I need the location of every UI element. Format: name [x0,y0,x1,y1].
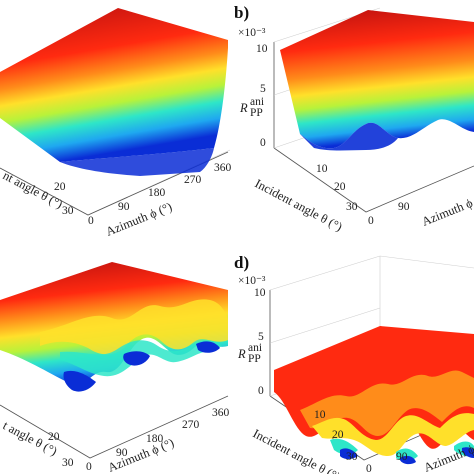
panel-d-letter: d) [234,253,249,272]
panel-a-ytick-2: 90 [118,201,130,213]
panel-d-ytick-2: 90 [396,451,408,463]
panel-b-surface-front [300,122,398,151]
panel-b-zlabel: R [239,101,248,115]
panel-d-zunit: ×10⁻³ [238,275,266,287]
panel-a-surface-front [60,148,214,176]
panel-b-xtick-3: 30 [346,201,358,213]
panel-b-ylabel: Azimuth ϕ [420,196,474,229]
panel-b: b) ×10⁻³ 10 5 0 R ani PP 10 20 30 0 90 I… [234,3,474,234]
panel-b-zlabel-sub: PP [250,107,263,119]
panel-b-xtick-1: 10 [316,163,328,175]
panel-c-xtick-1: 20 [48,431,60,443]
panel-b-ytick-1: 0 [368,215,374,227]
panel-b-ytick-2: 90 [398,201,410,213]
panel-d-wave-yellow [312,413,474,456]
panel-b-ztick-3: 0 [260,137,266,149]
panel-d-wave-green [330,438,474,461]
panel-b-floor-edge [273,147,474,213]
panel-a-ytick-5: 360 [214,162,232,174]
panel-a-ylabel: Azimuth ϕ (°) [104,200,174,239]
panel-c-xtick-2: 30 [62,457,74,469]
panel-a-surface [0,8,228,162]
panel-b-letter: b) [234,3,249,22]
panel-d-xtick-3: 30 [346,451,358,463]
panel-c-wave-blue-3 [196,341,220,353]
panel-d-zlabel-sup: ani [248,342,262,354]
panel-c-ytick-2: 90 [116,447,128,459]
panel-d-ytick-1: 0 [366,463,372,474]
panel-d: d) ×10⁻³ 10 5 0 R ani PP 10 20 30 0 90 I… [234,253,474,474]
panel-a-ytick-4: 270 [184,174,202,186]
panel-b-zunit: ×10⁻³ [238,27,266,39]
panel-d-zlabel: R [237,347,246,361]
panel-c-ytick-3: 180 [146,433,164,445]
panel-a-xtick-2: 30 [62,205,74,217]
panel-d-xtick-1: 10 [314,409,326,421]
panel-c-wave-yellow [40,299,228,355]
panel-a-xtick-1: 20 [54,181,66,193]
panel-d-zlabel-sub: PP [248,353,261,365]
panel-a-ytick-3: 180 [148,187,166,199]
panel-d-wave-blue [340,447,474,465]
panel-d-wave-orange [300,370,474,436]
panel-d-ztick-1: 10 [254,287,266,299]
panel-d-xtick-2: 20 [332,429,344,441]
panel-c-wave-green [60,340,222,377]
panel-c-wave-blue-2 [123,351,150,366]
panel-c: 20 30 0 90 180 270 360 t angle θ (°) Azi… [0,262,230,474]
panel-c-floor-edge [0,395,229,459]
panel-d-ztick-2: 5 [258,331,264,343]
panel-b-zlabel-sup: ani [250,96,264,108]
panel-c-wave-blue-1 [63,370,96,392]
panel-b-ztick-2: 5 [260,83,266,95]
panel-c-ytick-5: 360 [212,407,230,419]
panel-b-xlabel: Incident angle θ (°) [253,176,345,234]
panel-b-ztick-1: 10 [256,43,268,55]
panel-c-ytick-1: 0 [86,461,92,473]
panel-b-surface [280,10,474,149]
panel-a-ytick-1: 0 [88,215,94,227]
panel-c-ytick-4: 270 [182,419,200,431]
panel-b-xtick-2: 20 [334,181,346,193]
panel-a: 20 30 0 90 180 270 360 nt angle θ (°) Az… [0,8,232,239]
panel-d-ztick-3: 0 [258,385,264,397]
